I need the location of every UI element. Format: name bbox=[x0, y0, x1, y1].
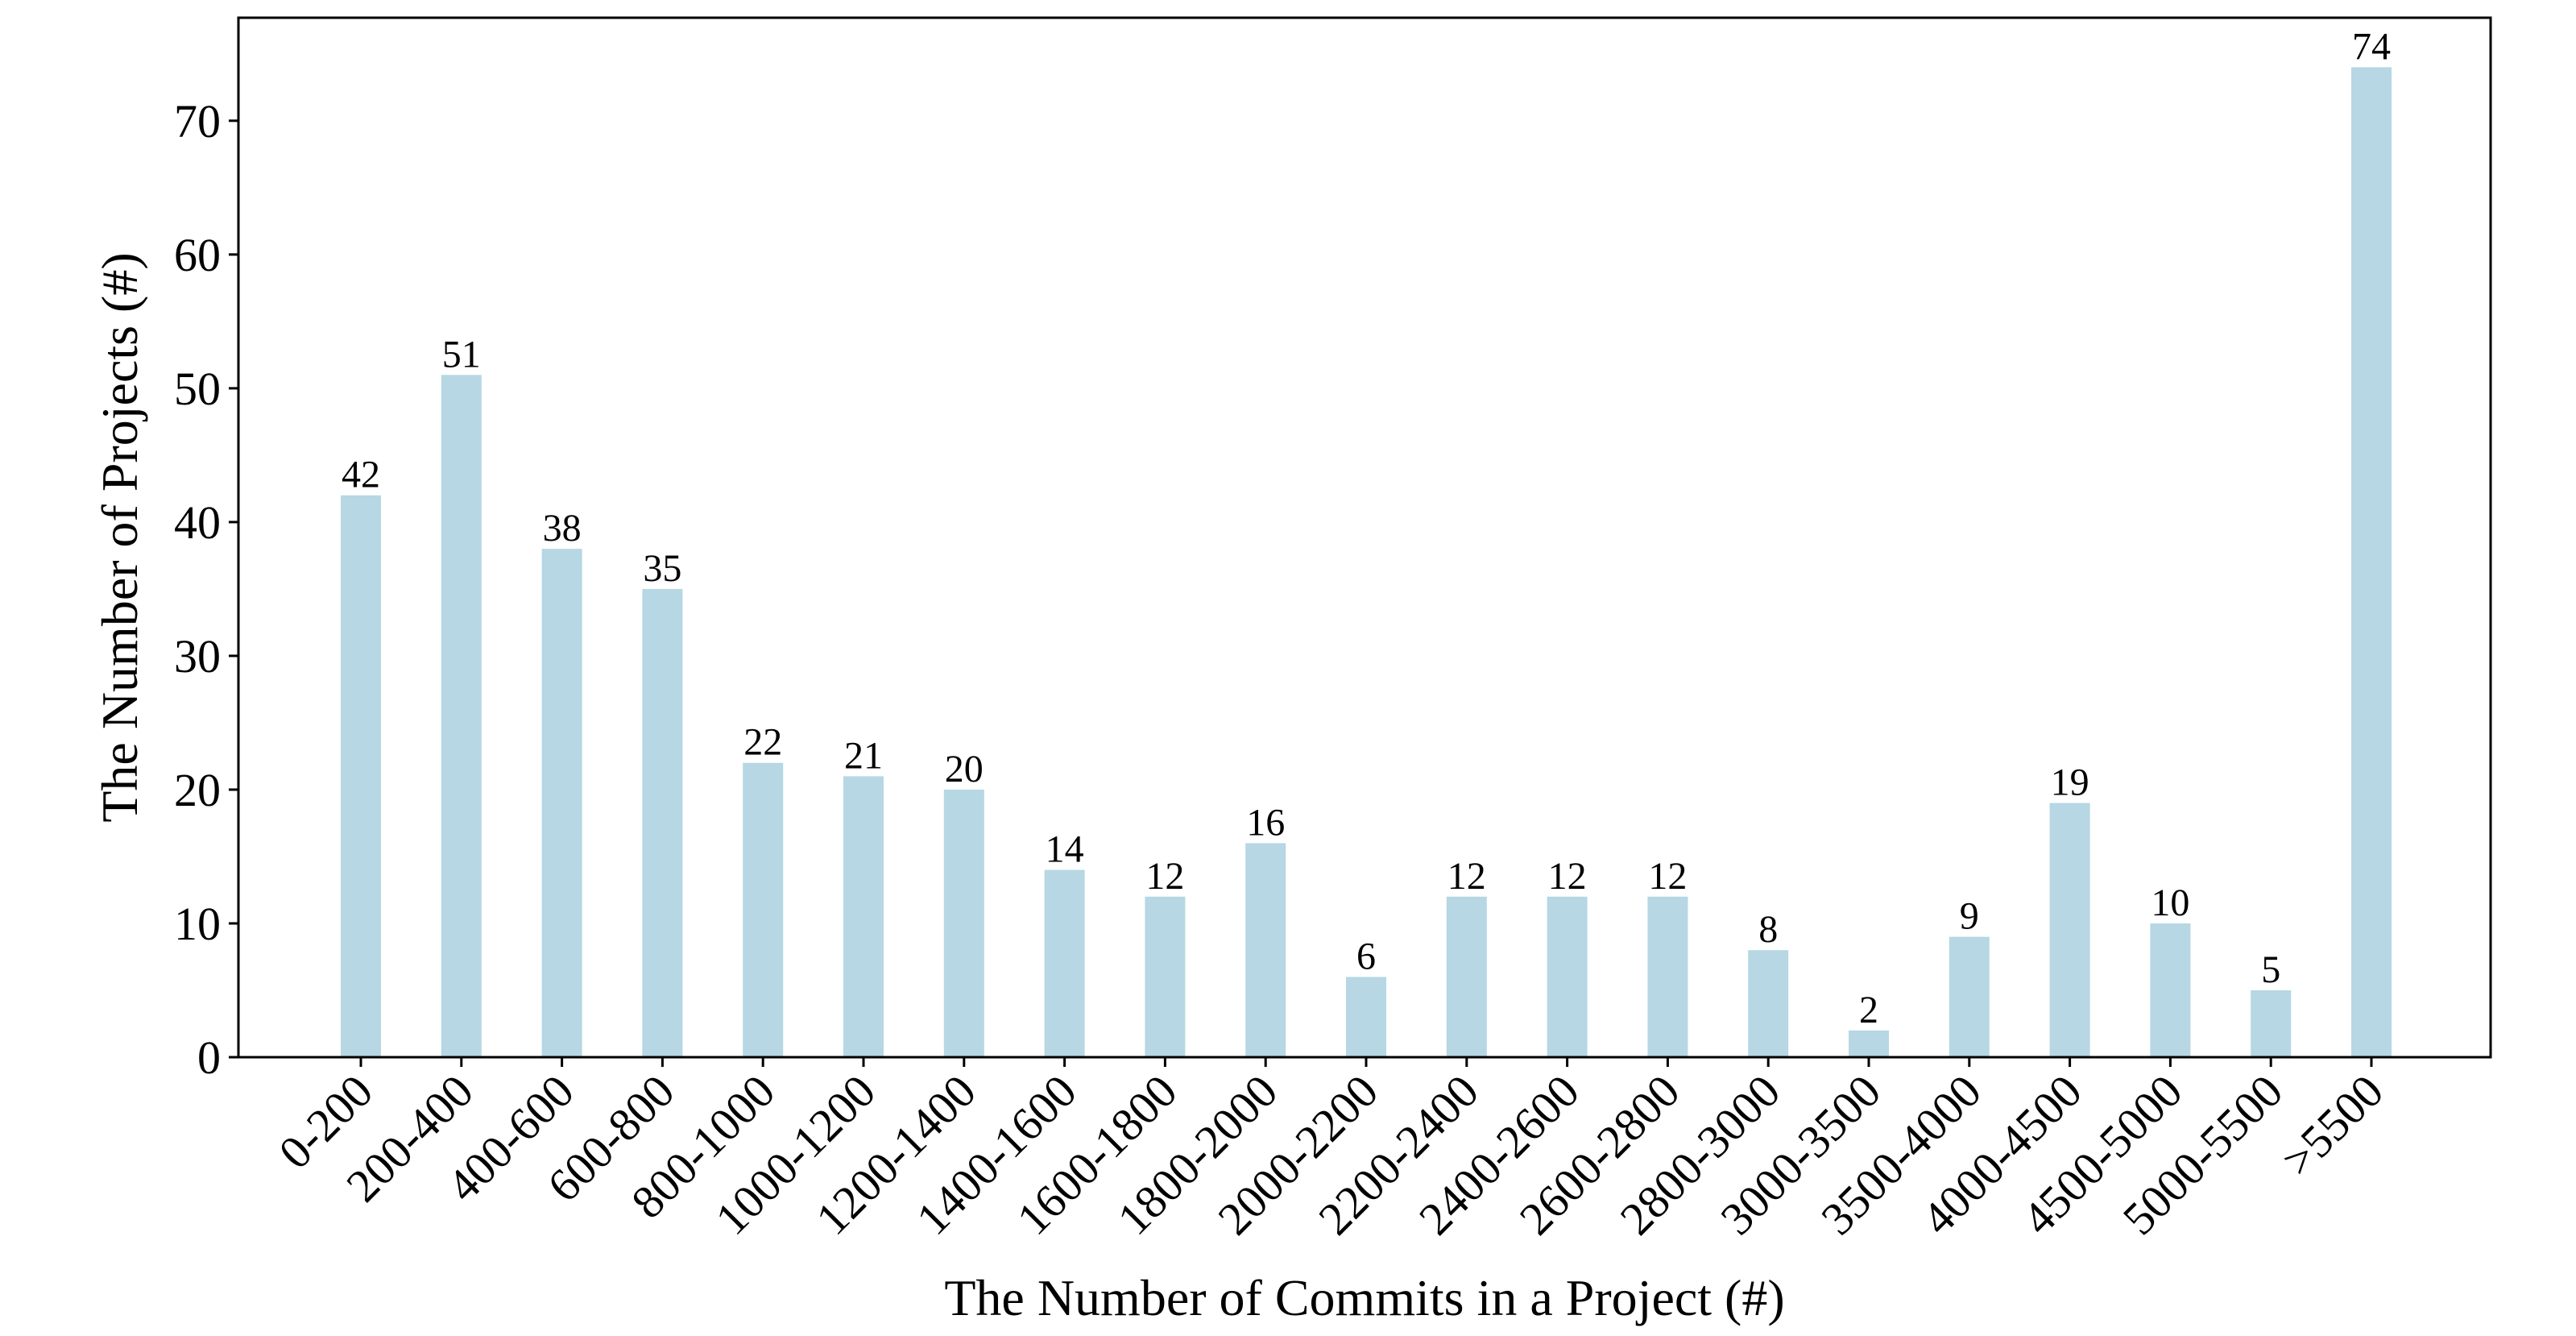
bar-value-label: 21 bbox=[844, 734, 883, 777]
bar-value-label: 9 bbox=[1960, 895, 1979, 938]
bar-4500-5000 bbox=[2150, 923, 2191, 1057]
x-tick-label: >5500 bbox=[2272, 1064, 2393, 1186]
bar-1600-1800 bbox=[1145, 896, 1186, 1057]
plot-frame bbox=[237, 16, 2492, 1059]
bar-200-400 bbox=[441, 375, 482, 1057]
bar-value-label: 74 bbox=[2352, 25, 2391, 68]
bar-2000-2200 bbox=[1346, 977, 1386, 1057]
bar-1200-1400 bbox=[943, 789, 984, 1057]
bar-value-label: 12 bbox=[1548, 855, 1587, 898]
y-tick-label: 70 bbox=[174, 95, 221, 147]
bar->5500 bbox=[2351, 67, 2392, 1057]
bar-value-label: 6 bbox=[1356, 935, 1376, 977]
bar-2400-2600 bbox=[1547, 896, 1588, 1057]
bar-value-label: 10 bbox=[2151, 882, 2189, 924]
y-tick-label: 30 bbox=[174, 630, 221, 683]
bar-value-label: 22 bbox=[743, 721, 782, 764]
bar-value-label: 8 bbox=[1758, 908, 1778, 951]
y-tick-label: 0 bbox=[197, 1031, 221, 1084]
y-tick-label: 40 bbox=[174, 496, 221, 549]
bar-4000-4500 bbox=[2049, 803, 2090, 1057]
bar-value-label: 14 bbox=[1046, 828, 1084, 871]
bar-value-label: 38 bbox=[543, 507, 582, 550]
y-axis-title: The Number of Projects (#) bbox=[91, 252, 148, 822]
bar-value-label: 19 bbox=[2051, 761, 2089, 804]
bar-2800-3000 bbox=[1748, 950, 1789, 1057]
y-tick-label: 60 bbox=[174, 229, 221, 281]
y-tick-label: 10 bbox=[174, 898, 221, 950]
y-axis-ticks: 0 10 20 30 40 50 60 70 bbox=[174, 95, 238, 1084]
x-axis-ticks: 0-200200-400400-600600-800800-10001000-1… bbox=[269, 1057, 2393, 1245]
bar-1400-1600 bbox=[1044, 869, 1085, 1057]
bar-1800-2000 bbox=[1245, 843, 1286, 1057]
x-axis-title: The Number of Commits in a Project (#) bbox=[944, 1269, 1784, 1326]
bar-2600-2800 bbox=[1647, 896, 1688, 1057]
bar-1000-1200 bbox=[843, 776, 884, 1057]
bar-value-label: 12 bbox=[1447, 855, 1486, 898]
bar-400-600 bbox=[541, 549, 582, 1057]
bar-600-800 bbox=[642, 588, 683, 1057]
y-tick-label: 50 bbox=[174, 363, 221, 415]
bar-value-label: 51 bbox=[442, 333, 481, 375]
bar-3500-4000 bbox=[1949, 936, 1990, 1057]
bar-0-200 bbox=[341, 495, 381, 1057]
bar-value-label: 16 bbox=[1246, 801, 1285, 844]
bar-5000-5500 bbox=[2251, 990, 2292, 1057]
bar-2200-2400 bbox=[1446, 896, 1487, 1057]
bar-value-label: 12 bbox=[1648, 855, 1687, 898]
bar-value-label: 12 bbox=[1145, 855, 1184, 898]
bar-value-label: 42 bbox=[342, 454, 380, 496]
bar-value-label: 5 bbox=[2261, 948, 2280, 991]
bar-labels-group: 42 51 38 35 22 21 20 14 12 16 6 12 12 12 8 2 9 19 10 5 74 bbox=[342, 25, 2391, 1031]
bar-value-label: 2 bbox=[1859, 989, 1878, 1031]
bars-group bbox=[341, 67, 2392, 1057]
bar-value-label: 35 bbox=[643, 547, 681, 590]
bar-3000-3500 bbox=[1849, 1030, 1889, 1057]
bar-value-label: 20 bbox=[945, 748, 984, 790]
y-tick-label: 20 bbox=[174, 764, 221, 816]
bar-800-1000 bbox=[743, 762, 784, 1057]
